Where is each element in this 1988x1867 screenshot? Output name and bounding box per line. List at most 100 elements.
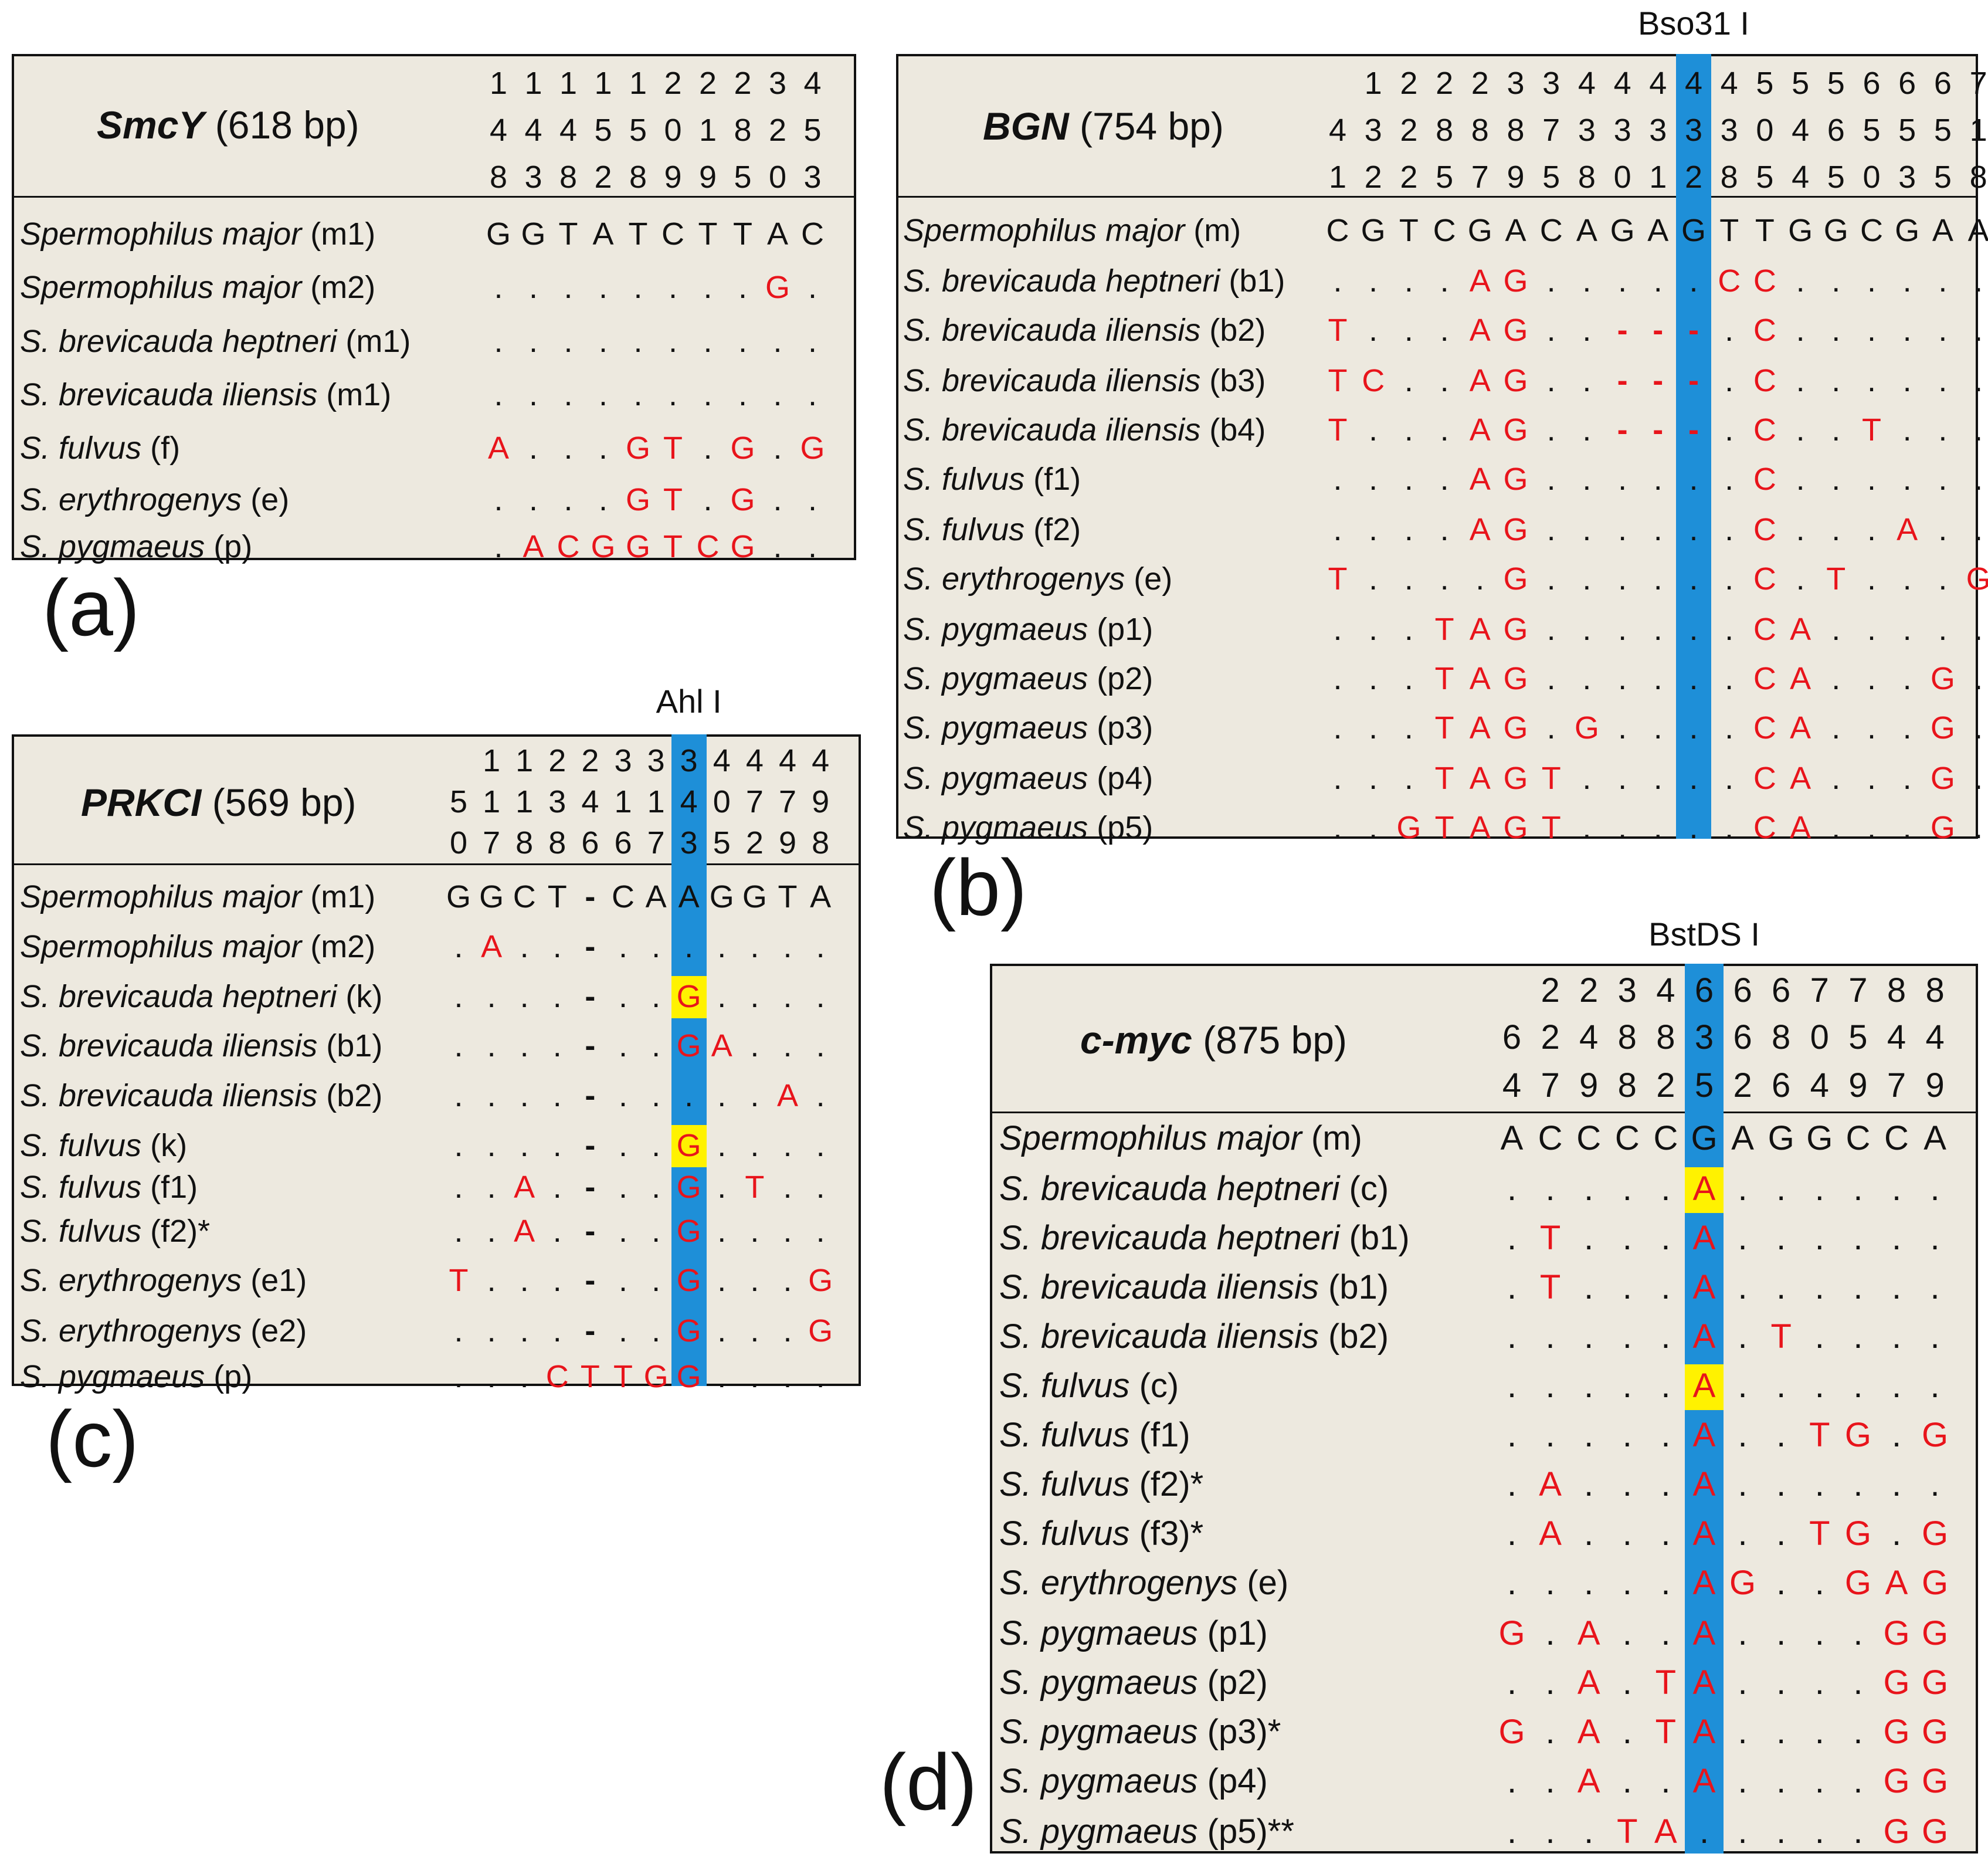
identical-site: . <box>1507 1268 1517 1306</box>
reference-base: C <box>661 216 684 252</box>
substitution-base: A <box>1469 313 1491 348</box>
taxon-id: (p5) <box>1097 810 1154 845</box>
identical-site: . <box>1853 1219 1863 1257</box>
panel-a-position-digit: 2 <box>594 160 612 195</box>
identical-site: . <box>494 324 503 359</box>
panel-d-gene-length: (875 bp) <box>1203 1018 1347 1062</box>
identical-site: . <box>1738 1663 1748 1702</box>
identical-site: . <box>1333 810 1342 845</box>
taxon-id: (f2) <box>1033 512 1081 547</box>
identical-site: . <box>1738 1268 1748 1306</box>
panel-d-taxon-label: S. brevicauda iliensis (b1) <box>999 1270 1389 1304</box>
reference-base: G <box>521 216 546 252</box>
identical-site: . <box>1369 412 1378 448</box>
identical-site: . <box>1738 1812 1748 1851</box>
identical-site: . <box>1938 612 1948 647</box>
gap-site: - <box>585 1313 596 1348</box>
taxon-id: (k) <box>150 1128 188 1163</box>
taxon-name: S. erythrogenys <box>20 482 242 517</box>
substitution-base: C <box>1753 810 1776 845</box>
identical-site: . <box>454 929 463 964</box>
identical-site: . <box>494 270 503 305</box>
reference-base: C <box>1845 1119 1871 1157</box>
identical-site: . <box>1475 561 1485 597</box>
panel-d-position-digit: 4 <box>1887 1018 1906 1056</box>
identical-site: . <box>1507 1762 1517 1800</box>
gap-site: - <box>1688 412 1699 448</box>
identical-site: . <box>598 431 608 466</box>
taxon-id: (e) <box>1134 561 1173 597</box>
substitution-base: A <box>711 1028 732 1063</box>
panel-d-taxon-label: S. fulvus (c) <box>999 1369 1179 1403</box>
identical-site: . <box>618 1263 627 1298</box>
taxon-id: (f) <box>150 431 181 466</box>
panel-c-gene-length: (569 bp) <box>212 781 357 824</box>
panel-a-taxon-label: S. erythrogenys (e) <box>20 484 289 516</box>
substitution-base: G <box>1922 1564 1949 1602</box>
identical-site: . <box>1404 462 1413 497</box>
taxon-id: (c) <box>1139 1367 1179 1405</box>
reference-base: A <box>766 216 789 252</box>
substitution-base: G <box>1930 761 1955 796</box>
panel-a-gene-title: SmcY (618 bp) <box>97 106 359 144</box>
substitution-base: A <box>1897 512 1918 547</box>
substitution-base: A <box>1692 1170 1716 1208</box>
substitution-base: T <box>1434 612 1454 647</box>
substitution-base: A <box>1577 1663 1600 1702</box>
reference-base: G <box>1361 213 1386 248</box>
identical-site: . <box>1738 1367 1748 1405</box>
panel-c-taxon-label: S. fulvus (k) <box>20 1130 187 1161</box>
panel-c-position-digit: 2 <box>581 743 599 778</box>
taxon-id: (f2)* <box>1139 1465 1204 1503</box>
substitution-base: C <box>1718 263 1741 299</box>
identical-site: . <box>1853 1614 1863 1652</box>
identical-site: . <box>633 377 643 412</box>
taxon-id: (b3) <box>1209 363 1266 398</box>
identical-site: . <box>598 324 608 359</box>
reference-base: A <box>1500 1119 1524 1157</box>
panel-d-position-digit: 8 <box>1887 971 1906 1009</box>
identical-site: . <box>1974 612 1983 647</box>
panel-b-position-digit: 5 <box>1756 160 1774 195</box>
panel-c-taxon-label: S. pygmaeus (p) <box>20 1361 252 1392</box>
substitution-base: G <box>1922 1663 1949 1702</box>
identical-site: . <box>1545 1317 1555 1356</box>
identical-site: . <box>552 929 562 964</box>
identical-site: . <box>1404 512 1413 547</box>
substitution-base: A <box>1469 263 1491 299</box>
substitution-base: C <box>1753 363 1776 398</box>
taxon-name: S. brevicauda heptneri <box>903 263 1220 299</box>
taxon-name: S. brevicauda iliensis <box>999 1268 1319 1306</box>
identical-site: . <box>1738 1219 1748 1257</box>
identical-site: . <box>1618 512 1627 547</box>
identical-site: . <box>1507 1663 1517 1702</box>
panel-b-position-digit: 4 <box>1720 66 1738 101</box>
identical-site: . <box>1930 1317 1940 1356</box>
panel-b-taxon-label: S. pygmaeus (p2) <box>903 663 1153 694</box>
identical-site: . <box>552 979 562 1014</box>
identical-site: . <box>1938 512 1948 547</box>
identical-site: . <box>783 1170 792 1205</box>
identical-site: . <box>598 377 608 412</box>
gap-site: - <box>1653 363 1664 398</box>
substitution-base: A <box>1692 1367 1716 1405</box>
panel-a-label: (a) <box>42 563 140 652</box>
identical-site: . <box>454 1170 463 1205</box>
reference-base: A <box>810 879 832 914</box>
substitution-base: C <box>1753 661 1776 696</box>
reference-base: T <box>733 216 752 252</box>
substitution-base: T <box>1328 313 1348 348</box>
taxon-id: (b2) <box>1209 313 1266 348</box>
taxon-name: S. fulvus <box>20 1170 142 1205</box>
panel-d-position-digit: 4 <box>1656 971 1675 1009</box>
identical-site: . <box>1582 761 1592 796</box>
identical-site: . <box>1891 1367 1902 1405</box>
identical-site: . <box>1689 512 1698 547</box>
identical-site: . <box>1891 1219 1902 1257</box>
panel-b-gene-name: BGN <box>983 104 1069 148</box>
identical-site: . <box>1653 462 1663 497</box>
taxon-name: S. fulvus <box>999 1465 1130 1503</box>
identical-site: . <box>1689 612 1698 647</box>
identical-site: . <box>528 324 538 359</box>
identical-site: . <box>738 270 747 305</box>
